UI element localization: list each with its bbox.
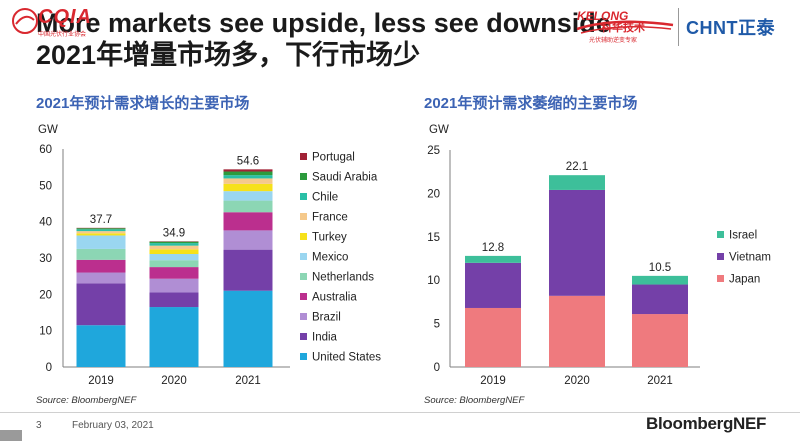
bar-segment-chile — [150, 243, 199, 246]
bar-segment-mexico — [77, 235, 126, 248]
legend-swatch — [300, 333, 307, 340]
bar-segment-france — [77, 231, 126, 233]
bar-segment-australia — [224, 212, 273, 230]
legend-swatch — [300, 313, 307, 320]
bar-segment-netherlands — [150, 260, 199, 267]
bar-segment-chile — [224, 175, 273, 178]
legend-swatch — [300, 193, 307, 200]
bar-segment-india — [224, 250, 273, 291]
bar-segment-saudi-arabia — [150, 242, 199, 243]
slide-date: February 03, 2021 — [72, 420, 154, 431]
bar-segment-brazil — [224, 230, 273, 249]
legend-swatch — [300, 273, 307, 280]
legend-label: Brazil — [312, 312, 341, 324]
y-tick-label: 50 — [39, 180, 52, 192]
x-tick-label: 2019 — [88, 375, 114, 387]
bar-total-label: 37.7 — [90, 214, 112, 226]
bar-segment-india — [77, 283, 126, 325]
legend-label: France — [312, 212, 348, 224]
bar-segment-mexico — [150, 254, 199, 260]
legend-label: Australia — [312, 292, 357, 304]
legend-label: Netherlands — [312, 272, 374, 284]
legend-swatch — [300, 293, 307, 300]
bar-segment-united-states — [224, 291, 273, 367]
legend-label: India — [312, 332, 338, 344]
chart-growth-source: Source: BloombergNEF — [36, 395, 136, 406]
legend-label: Turkey — [312, 232, 347, 244]
bar-segment-france — [224, 178, 273, 183]
footer-divider — [0, 412, 800, 413]
growth-markets-chart: GW 0 10 20 30 40 50 60 37.7 2019 34.9 2020 54.6 2021 P… — [0, 0, 800, 441]
y-tick-label: 30 — [39, 253, 52, 265]
bar-segment-netherlands — [77, 249, 126, 260]
slide-menu-icon[interactable] — [0, 430, 22, 441]
bar-segment-chile — [77, 229, 126, 231]
x-tick-label: 2021 — [235, 375, 261, 387]
chart-decline-source: Source: BloombergNEF — [424, 395, 524, 406]
y-tick-label: 40 — [39, 217, 52, 229]
bar-segment-turkey — [77, 233, 126, 235]
legend-label: Saudi Arabia — [312, 172, 378, 184]
legend-label: Mexico — [312, 252, 348, 264]
bar-segment-india — [150, 293, 199, 308]
bar-segment-saudi-arabia — [224, 172, 273, 176]
y-tick-label: 20 — [39, 289, 52, 301]
bar-segment-saudi-arabia — [77, 228, 126, 229]
bar-segment-united-states — [150, 307, 199, 367]
bar-segment-brazil — [77, 273, 126, 284]
y-tick-label: 60 — [39, 144, 52, 156]
legend-label: Portugal — [312, 152, 355, 164]
bloombergnef-brand: BloombergNEF — [646, 414, 766, 434]
bar-segment-netherlands — [224, 201, 273, 213]
bar-segment-brazil — [150, 279, 199, 293]
y-axis-label: GW — [38, 124, 58, 136]
legend-swatch — [300, 153, 307, 160]
y-tick-label: 0 — [46, 362, 52, 374]
bar-segment-mexico — [224, 191, 273, 200]
bar-segment-australia — [150, 267, 199, 279]
legend-swatch — [300, 353, 307, 360]
legend-swatch — [300, 253, 307, 260]
legend-swatch — [300, 173, 307, 180]
legend-label: United States — [312, 352, 381, 364]
bar-segment-turkey — [224, 184, 273, 191]
bar-total-label: 54.6 — [237, 155, 259, 167]
bar-segment-portugal — [224, 169, 273, 171]
bar-segment-united-states — [77, 325, 126, 367]
bar-segment-australia — [77, 260, 126, 273]
legend-swatch — [300, 233, 307, 240]
page-number: 3 — [36, 420, 42, 431]
bar-segment-turkey — [150, 249, 199, 254]
bar-segment-france — [150, 246, 199, 250]
y-tick-label: 10 — [39, 326, 52, 338]
x-tick-label: 2020 — [161, 375, 187, 387]
bar-total-label: 34.9 — [163, 227, 185, 239]
legend-label: Chile — [312, 192, 338, 204]
legend-swatch — [300, 213, 307, 220]
